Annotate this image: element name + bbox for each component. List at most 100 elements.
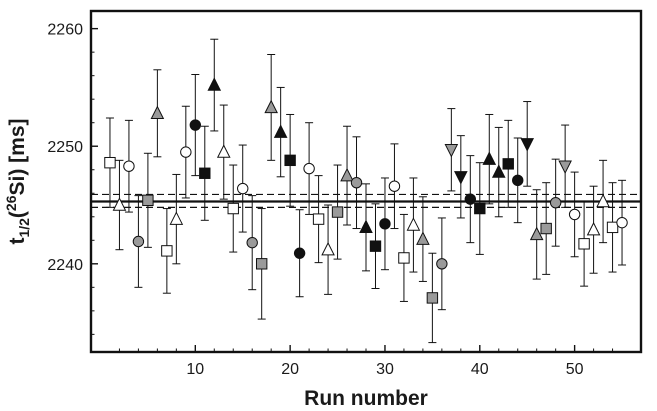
marker-square	[502, 158, 514, 170]
x-tick-label: 50	[566, 361, 584, 378]
data-point	[216, 104, 231, 200]
data-point	[540, 182, 552, 275]
data-point	[255, 208, 268, 320]
data-point	[161, 208, 173, 294]
data-point	[303, 122, 315, 215]
data-point	[491, 126, 506, 218]
data-point	[436, 217, 448, 311]
data-point	[312, 175, 325, 264]
data-point	[512, 137, 524, 224]
data-point	[246, 195, 258, 291]
data-point	[388, 143, 401, 230]
y-tick-label: 2240	[47, 257, 83, 274]
y-axis-title-subscript: 1/2	[16, 218, 32, 238]
marker-triangle-down	[558, 160, 572, 175]
data-point	[169, 173, 184, 265]
marker-square	[331, 206, 344, 218]
marker-circle	[132, 235, 145, 248]
marker-square	[227, 202, 239, 215]
marker-triangle-up	[273, 124, 288, 138]
data-point	[340, 125, 354, 226]
data-point	[520, 101, 535, 187]
marker-circle	[616, 216, 628, 229]
data-point	[237, 144, 249, 233]
data-point	[406, 177, 421, 273]
x-tick-label: 10	[186, 361, 204, 378]
data-point	[284, 113, 296, 207]
data-point	[568, 171, 581, 258]
marker-triangle-up	[529, 226, 544, 241]
data-point	[123, 119, 135, 213]
data-point	[549, 158, 562, 247]
y-tick-label: 2250	[47, 139, 83, 156]
x-tick-label: 40	[471, 361, 489, 378]
marker-square	[426, 292, 439, 304]
data-point	[331, 164, 344, 260]
marker-triangle-up	[264, 99, 278, 114]
marker-circle	[512, 174, 524, 187]
marker-triangle-up	[112, 197, 127, 211]
marker-circle	[464, 193, 477, 205]
marker-triangle-up	[150, 105, 165, 119]
marker-circle	[237, 182, 249, 195]
marker-triangle-up	[416, 231, 430, 245]
marker-circle	[303, 162, 315, 175]
data-point	[482, 113, 497, 205]
marker-triangle-up	[359, 219, 373, 234]
data-point	[474, 162, 486, 255]
plot-frame	[89, 9, 643, 354]
data-point	[502, 119, 514, 208]
y-axis-title-open: (	[6, 211, 29, 218]
data-point	[104, 117, 116, 208]
data-point	[596, 159, 610, 244]
data-point	[379, 177, 391, 271]
data-point	[199, 125, 211, 221]
marker-circle	[388, 180, 401, 192]
marker-square	[578, 238, 590, 250]
data-point	[616, 179, 628, 266]
marker-square	[199, 167, 211, 179]
marker-triangle-up	[586, 221, 601, 236]
marker-circle	[350, 176, 363, 189]
marker-circle	[189, 119, 202, 131]
marker-square	[606, 221, 619, 234]
data-point	[586, 185, 601, 274]
marker-square	[398, 252, 410, 264]
data-point	[321, 204, 335, 295]
data-point	[464, 155, 477, 244]
marker-square	[312, 213, 325, 225]
marker-square	[142, 194, 154, 207]
x-axis-title: Run number	[304, 387, 428, 410]
marker-triangle-up	[596, 193, 610, 208]
y-tick-label: 2260	[47, 22, 83, 39]
y-axis-title-superscript: 26	[3, 195, 19, 211]
marker-triangle-up	[169, 211, 184, 225]
y-axis-title-symbol: t	[6, 238, 29, 245]
marker-triangle-up	[321, 241, 335, 256]
marker-triangle-up	[406, 217, 421, 231]
data-point	[112, 159, 127, 251]
marker-circle	[180, 146, 192, 158]
marker-square	[474, 202, 486, 215]
data-point	[454, 135, 468, 219]
marker-triangle-up	[207, 77, 222, 91]
data-point	[529, 189, 544, 280]
marker-square	[161, 245, 173, 257]
data-point	[273, 86, 288, 178]
marker-circle	[436, 258, 448, 270]
data-point	[444, 108, 459, 192]
y-axis-title: t1/2(26Si) [ms]	[3, 118, 32, 244]
marker-triangle-down	[444, 144, 459, 158]
data-point	[416, 196, 430, 282]
marker-triangle-up	[216, 144, 231, 158]
data-point	[293, 209, 306, 298]
data-point	[132, 195, 145, 288]
marker-circle	[568, 208, 581, 221]
marker-circle	[379, 218, 391, 230]
marker-square	[369, 240, 382, 252]
data-point	[227, 164, 239, 253]
data-point	[359, 183, 373, 272]
data-point	[264, 54, 278, 161]
data-point	[398, 213, 410, 302]
